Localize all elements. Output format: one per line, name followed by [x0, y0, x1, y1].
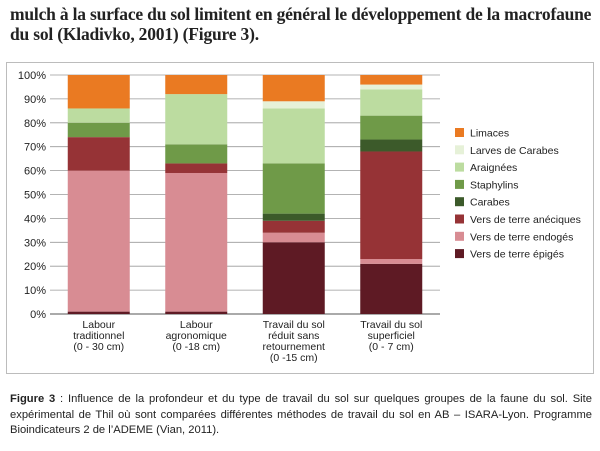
bar-segment — [67, 108, 130, 123]
chart-frame — [6, 62, 594, 374]
legend-swatch — [455, 179, 464, 189]
bar-segment — [262, 163, 325, 214]
bar-segment — [165, 163, 228, 173]
caption-text: : Influence de la profondeur et du type … — [10, 393, 592, 437]
legend-label: Araignées — [470, 162, 517, 174]
x-category-label: retournement — [263, 341, 326, 353]
y-tick-label: 70% — [24, 142, 46, 154]
x-category-label: (0 -15 cm) — [270, 352, 318, 364]
x-category-label: Labour — [180, 319, 213, 331]
x-category-label: (0 - 7 cm) — [369, 341, 414, 353]
x-category-label: (0 -18 cm) — [172, 341, 220, 353]
bar-segment — [67, 311, 130, 314]
bar-segment — [262, 108, 325, 164]
y-tick-label: 20% — [24, 261, 46, 273]
y-tick-label: 60% — [24, 166, 46, 178]
y-tick-label: 100% — [18, 70, 46, 82]
x-category-label: Labour — [82, 319, 115, 331]
legend-label: Larves de Carabes — [470, 145, 559, 157]
y-tick-label: 40% — [24, 213, 46, 225]
bar-segment — [165, 75, 228, 95]
x-category-label: (0 - 30 cm) — [73, 341, 124, 353]
legend-label: Carabes — [470, 197, 510, 209]
bar-segment — [262, 242, 325, 314]
y-tick-label: 50% — [24, 190, 46, 202]
y-tick-label: 30% — [24, 237, 46, 249]
bar-segment — [262, 220, 325, 233]
y-tick-label: 10% — [24, 285, 46, 297]
bar-segment — [360, 89, 423, 116]
x-category-label: agronomique — [166, 330, 227, 342]
y-tick-label: 0% — [30, 309, 46, 321]
bar-segment — [67, 170, 130, 312]
legend-label: Vers de terre épigés — [470, 249, 564, 261]
legend-swatch — [455, 197, 464, 207]
bar-segment — [67, 137, 130, 171]
x-category-label: superficiel — [368, 330, 415, 342]
bar-segment — [360, 263, 423, 314]
x-category-label: traditionnel — [73, 330, 124, 342]
bar-segment — [262, 75, 325, 102]
legend-label: Limaces — [470, 128, 509, 140]
caption-label: Figure 3 — [10, 393, 56, 405]
bar-segment — [360, 75, 423, 85]
bar-segment — [67, 122, 130, 138]
x-category-label: réduit sans — [268, 330, 319, 342]
bar-segment — [67, 75, 130, 109]
bar-segment — [165, 172, 228, 312]
legend-swatch — [455, 145, 464, 155]
bar-segment — [165, 144, 228, 164]
legend-swatch — [455, 214, 464, 224]
bar-segment — [360, 139, 423, 152]
y-tick-label: 80% — [24, 118, 46, 130]
bar-segment — [360, 151, 423, 260]
legend-label: Staphylins — [470, 179, 518, 191]
bar-segment — [360, 84, 423, 90]
legend-swatch — [455, 162, 464, 172]
x-category-label: Travail du sol — [263, 319, 325, 331]
legend-swatch — [455, 128, 464, 137]
bar-segment — [165, 94, 228, 145]
figure-caption: Figure 3 : Influence de la profondeur et… — [10, 392, 592, 439]
bar-segment — [262, 213, 325, 221]
legend-swatch — [455, 231, 464, 241]
legend-swatch — [455, 249, 464, 259]
y-tick-label: 90% — [24, 94, 46, 106]
legend-label: Vers de terre endogés — [470, 231, 573, 243]
bar-segment — [262, 232, 325, 243]
x-category-label: Travail du sol — [360, 319, 422, 331]
bar-segment — [360, 259, 423, 264]
intro-paragraph: mulch à la surface du sol limitent en gé… — [10, 4, 592, 44]
legend-label: Vers de terre anéciques — [470, 214, 581, 226]
bar-segment — [165, 311, 228, 314]
bar-segment — [262, 101, 325, 109]
bar-segment — [360, 115, 423, 140]
